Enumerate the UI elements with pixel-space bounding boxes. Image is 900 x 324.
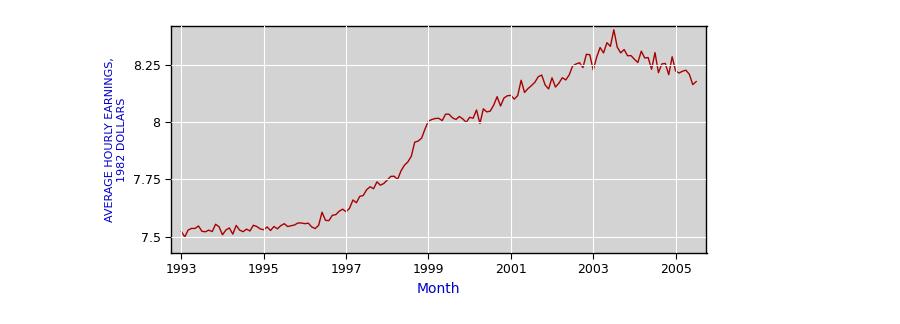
Y-axis label: AVERAGE HOURLY EARNINGS,
1982 DOLLARS: AVERAGE HOURLY EARNINGS, 1982 DOLLARS: [105, 57, 127, 222]
X-axis label: Month: Month: [417, 282, 461, 296]
